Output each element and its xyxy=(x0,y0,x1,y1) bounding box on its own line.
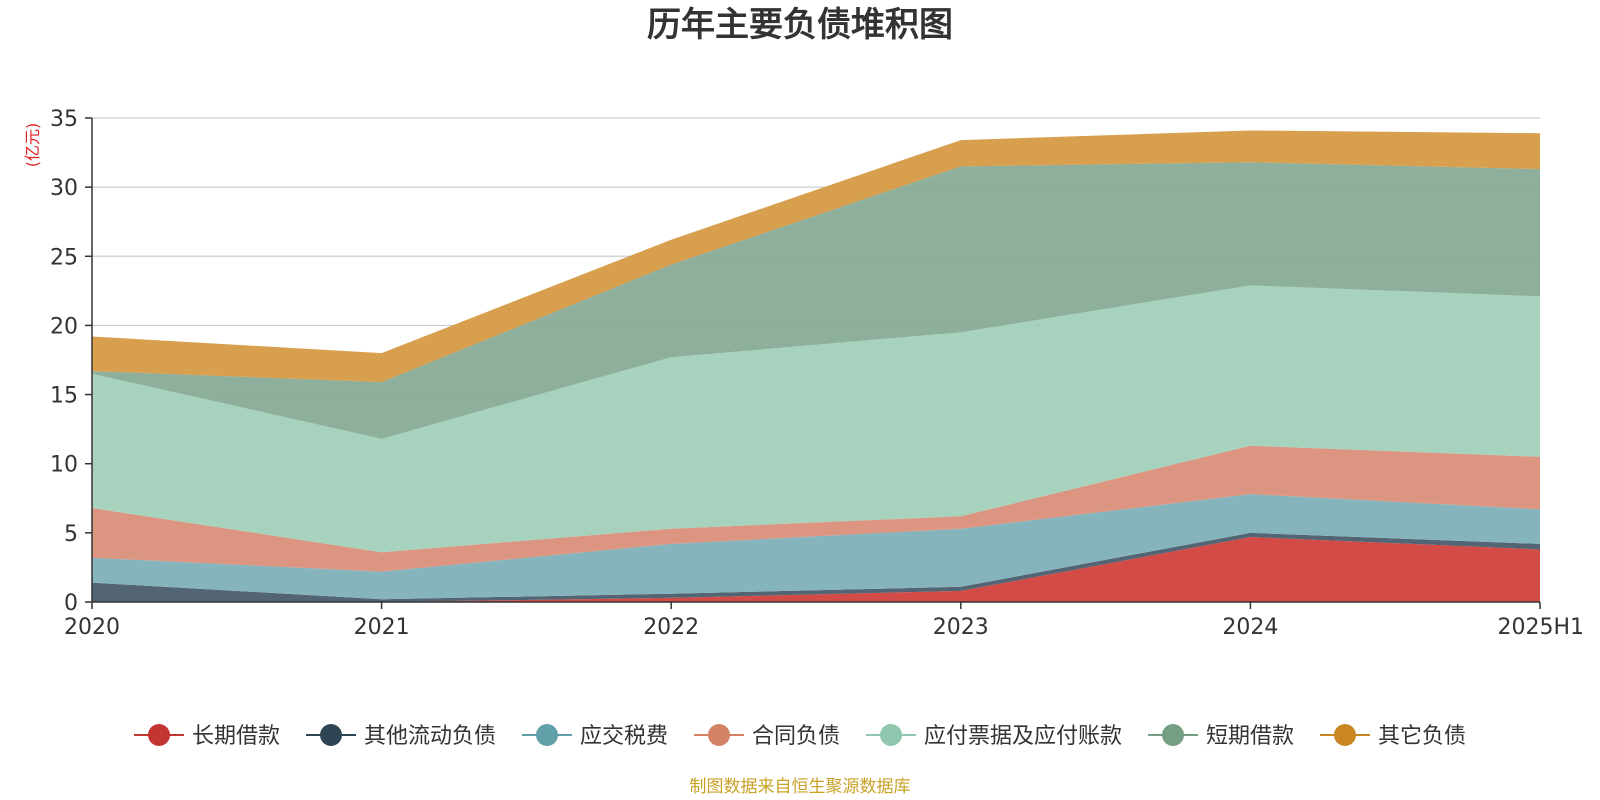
legend-marker-5 xyxy=(1162,724,1185,746)
x-tick-label-3: 2023 xyxy=(933,615,989,640)
legend-label-5: 短期借款 xyxy=(1206,724,1294,749)
legend-label-6: 其它负债 xyxy=(1378,724,1466,749)
legend-item-2[interactable]: 应交税费 xyxy=(521,724,668,749)
legend-label-2: 应交税费 xyxy=(580,724,668,749)
area-series-5 xyxy=(92,162,1540,439)
x-tick-label-1: 2021 xyxy=(354,615,410,640)
area-series-3 xyxy=(92,445,1540,572)
y-tick-label-6: 30 xyxy=(50,176,78,201)
x-tick-label-2: 2022 xyxy=(643,615,699,640)
y-tick-label-4: 20 xyxy=(50,314,78,339)
y-tick-label-5: 25 xyxy=(50,245,78,270)
y-axis-label: (亿元) xyxy=(23,123,42,168)
legend-item-0[interactable]: 长期借款 xyxy=(133,724,280,749)
area-series-6 xyxy=(92,130,1540,383)
y-tick-label-1: 5 xyxy=(64,522,78,547)
legend[interactable]: 长期借款 其他流动负债 应交税费 合同负债 应付票据及应付账款 短期借款 其它负债 xyxy=(133,724,1466,749)
area-series-4 xyxy=(92,285,1540,553)
legend-item-1[interactable]: 其他流动负债 xyxy=(305,724,496,749)
legend-label-1: 其他流动负债 xyxy=(364,724,496,749)
legend-item-6[interactable]: 其它负债 xyxy=(1320,724,1466,749)
x-tick-label-0: 2020 xyxy=(64,615,120,640)
legend-item-5[interactable]: 短期借款 xyxy=(1148,724,1294,749)
legend-item-3[interactable]: 合同负债 xyxy=(693,724,840,749)
area-series-0 xyxy=(92,537,1540,602)
area-series-2 xyxy=(92,494,1540,600)
legend-label-3: 合同负债 xyxy=(752,724,840,749)
y-tick-label-2: 10 xyxy=(50,453,78,478)
y-tick-label-3: 15 xyxy=(50,384,78,409)
y-tick-label-7: 35 xyxy=(50,107,78,132)
axes: 0 5 10 15 20 25 30 35 2020 2021 2022 2023 2024 2025H1 xyxy=(50,107,1584,640)
legend-item-4[interactable]: 应付票据及应付账款 xyxy=(866,724,1122,749)
x-tick-label-5: 2025H1 xyxy=(1497,615,1584,640)
area-series-1 xyxy=(92,532,1540,602)
legend-marker-1 xyxy=(319,724,342,746)
area-series-group xyxy=(92,130,1540,602)
x-tick-label-4: 2024 xyxy=(1222,615,1278,640)
legend-label-0: 长期借款 xyxy=(192,724,280,749)
legend-marker-2 xyxy=(535,724,558,746)
legend-marker-0 xyxy=(147,724,170,746)
legend-marker-6 xyxy=(1334,724,1357,746)
source-note: 制图数据来自恒生聚源数据库 xyxy=(690,777,911,797)
legend-label-4: 应付票据及应付账款 xyxy=(924,724,1122,749)
chart-title: 历年主要负债堆积图 xyxy=(647,5,953,45)
legend-marker-4 xyxy=(880,724,903,746)
legend-marker-3 xyxy=(707,724,730,746)
y-tick-label-0: 0 xyxy=(64,591,78,616)
